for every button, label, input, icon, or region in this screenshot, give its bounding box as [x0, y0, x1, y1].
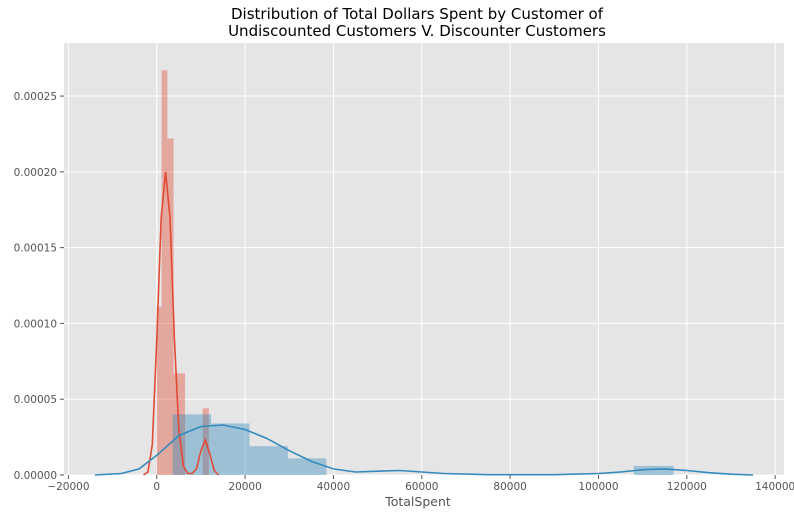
grid [64, 43, 784, 476]
x-tick-label: 120000 [667, 481, 707, 493]
x-tick-label: 140000 [755, 481, 794, 493]
histogram-bar-series-1 [156, 306, 162, 475]
y-tick-label: 0.00025 [14, 91, 57, 103]
x-axis-ticks: −20000 0 20000 40000 60000 80000 100000 120000 1… [47, 475, 794, 493]
histogram-bar-series-2 [249, 446, 288, 475]
y-tick-label: 0.00005 [14, 394, 57, 406]
x-tick-label: 100000 [578, 481, 618, 493]
histogram-bar-series-1 [167, 138, 174, 475]
plot-area [64, 43, 784, 475]
histogram-bars [156, 70, 674, 475]
y-tick-label: 0.00010 [14, 318, 57, 330]
x-axis-label: TotalSpent [384, 494, 451, 509]
histogram-bar-series-1 [161, 70, 168, 475]
x-tick-label: 40000 [317, 481, 350, 493]
y-tick-label: 0.00000 [14, 470, 57, 482]
x-tick-label: −20000 [47, 481, 89, 493]
x-tick-label: 80000 [493, 481, 526, 493]
y-tick-label: 0.00020 [14, 167, 57, 179]
chart-title-line-1: Distribution of Total Dollars Spent by C… [231, 5, 604, 23]
y-tick-label: 0.00015 [14, 243, 57, 255]
histogram-bar-series-2 [633, 465, 674, 475]
x-tick-label: 0 [153, 481, 160, 493]
x-tick-label: 20000 [228, 481, 261, 493]
y-axis-ticks: 0.00000 0.00005 0.00010 0.00015 0.00020 0.000… [14, 91, 64, 482]
x-tick-label: 60000 [405, 481, 438, 493]
histogram-bar-series-2 [287, 458, 327, 475]
chart-title-line-2: Undiscounted Customers V. Discounter Cus… [228, 22, 606, 40]
kde-lines [94, 171, 754, 476]
histogram-bar-series-2 [211, 423, 250, 475]
kde-line-series-2 [94, 424, 754, 476]
kde-line-series-1 [143, 171, 220, 476]
